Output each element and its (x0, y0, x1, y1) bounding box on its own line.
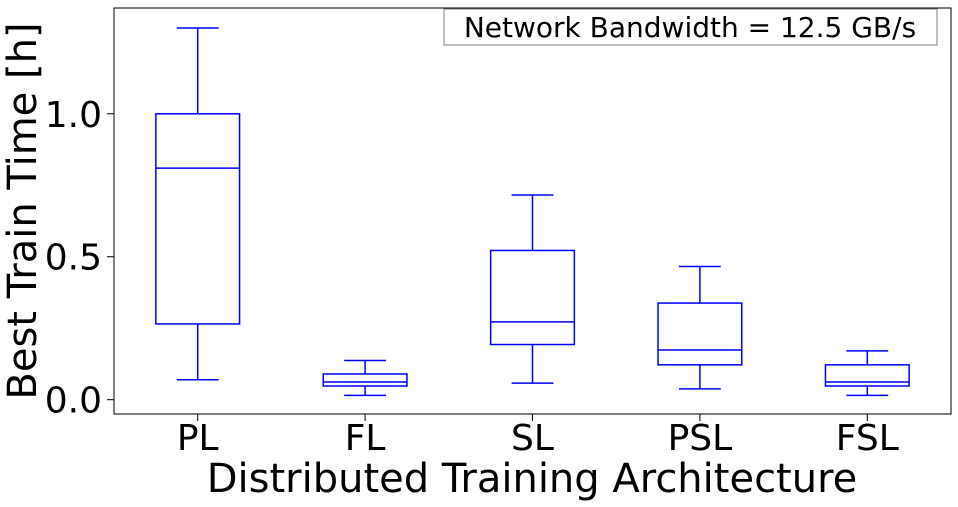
annotation-box: Network Bandwidth = 12.5 GB/s (443, 8, 938, 46)
y-tick-label: 1.0 (45, 95, 102, 136)
iqr-box (155, 113, 241, 325)
box-fl (322, 359, 408, 397)
x-axis: PL FL SL PSL FSL (177, 414, 899, 459)
box-sl (489, 194, 576, 384)
x-axis-title: Distributed Training Architecture (207, 456, 858, 502)
x-tick-label: FSL (836, 418, 899, 459)
annotation-frame (443, 8, 938, 46)
x-tick-label: PL (177, 418, 219, 459)
box-fsl (824, 350, 910, 397)
iqr-box (824, 364, 910, 387)
x-tick-label: FL (345, 418, 386, 459)
boxes (155, 27, 910, 397)
x-tick-label: PSL (668, 418, 733, 459)
y-axis-title: Best Train Time [h] (0, 22, 46, 399)
y-tick-label: 0.5 (45, 238, 102, 279)
y-tick-label: 0.0 (45, 381, 102, 422)
iqr-box (489, 249, 576, 346)
annotation-text: Network Bandwidth = 12.5 GB/s (464, 11, 916, 44)
box-psl (657, 265, 743, 390)
x-tick-label: SL (511, 418, 554, 459)
iqr-box (322, 373, 408, 387)
box-pl (155, 27, 241, 381)
iqr-box (657, 302, 743, 366)
y-axis: 0.0 0.5 1.0 (45, 95, 114, 422)
